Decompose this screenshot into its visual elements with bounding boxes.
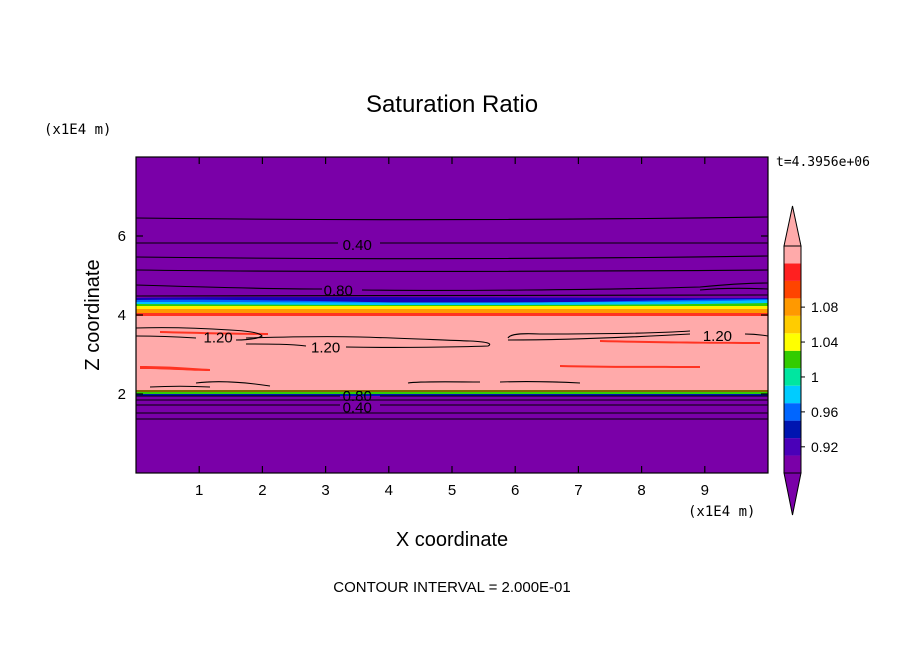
colorbar-segment xyxy=(784,403,801,421)
field-red-streak xyxy=(140,366,210,371)
time-label: t=4.3956e+06 xyxy=(776,155,870,170)
contour-line xyxy=(136,216,768,221)
contour-line xyxy=(699,287,768,291)
y-tick-label: 6 xyxy=(118,228,126,245)
chart-title: Saturation Ratio xyxy=(366,91,538,118)
contour-line xyxy=(136,294,768,297)
contour-line-120 xyxy=(507,330,768,341)
x-unit-label: (x1E4 m) xyxy=(688,504,755,520)
colorbar-level-label: 1.08 xyxy=(811,299,838,315)
field-red-streak xyxy=(560,365,700,368)
colorbar-level-label: 0.92 xyxy=(811,439,838,455)
y-tick-label: 4 xyxy=(118,307,126,324)
field-band-lower-blue xyxy=(136,394,768,396)
colorbar-over-arrow xyxy=(783,205,802,247)
colorbar-level-label: 1 xyxy=(811,369,819,385)
field-band-lower-green xyxy=(136,392,768,394)
colorbar-segment xyxy=(784,280,801,299)
colorbar-segment xyxy=(784,263,801,281)
colorbar-segment xyxy=(784,298,801,316)
colorbar-segment xyxy=(784,385,801,404)
contour-label: 1.20 xyxy=(204,330,233,347)
x-axis-label: X coordinate xyxy=(396,529,508,551)
contour-line xyxy=(407,381,581,384)
plot-area: 0.400.801.201.201.200.800.40 xyxy=(136,157,768,473)
colorbar-segment xyxy=(784,315,801,334)
colorbar-segment xyxy=(784,333,801,351)
y-axis-label: Z coordinate xyxy=(82,259,104,370)
colorbar-segment xyxy=(784,368,801,386)
field-red-streak xyxy=(160,331,268,335)
colorbar-segment xyxy=(784,455,801,473)
x-tick-label: 8 xyxy=(637,482,645,499)
field-red-streak xyxy=(600,340,760,344)
colorbar-level-label: 0.96 xyxy=(811,404,838,420)
x-tick-label: 6 xyxy=(511,482,519,499)
contour-label: 1.20 xyxy=(703,328,732,345)
colorbar-segment xyxy=(784,438,801,456)
contour-line xyxy=(136,255,768,260)
colorbar-segment xyxy=(784,246,801,264)
contour-label: 0.80 xyxy=(324,282,353,299)
colorbar-under-arrow xyxy=(783,472,802,516)
x-tick-label: 2 xyxy=(258,482,266,499)
contour-label: 0.40 xyxy=(343,237,372,254)
contour-label: 0.40 xyxy=(343,400,372,417)
x-tick-label: 4 xyxy=(385,482,393,499)
x-axis: 1 2 3 4 5 6 7 8 9 xyxy=(195,157,709,499)
contour-interval-footer: CONTOUR INTERVAL = 2.000E-01 xyxy=(333,579,570,596)
contour-line-080 xyxy=(136,282,768,291)
colorbar-segment xyxy=(784,420,801,439)
contour-line-120 xyxy=(245,336,491,348)
colorbar-frame xyxy=(783,245,802,474)
colorbar: 0.92 0.96 1 1.04 1.08 xyxy=(783,205,838,516)
contour-line xyxy=(136,381,768,392)
field-band-orange xyxy=(136,309,768,313)
colorbar-level-label: 1.04 xyxy=(811,334,838,350)
x-tick-label: 7 xyxy=(574,482,582,499)
contour-label: 1.20 xyxy=(311,340,340,357)
contour-label: 0.80 xyxy=(343,388,372,405)
field-band-cyan xyxy=(136,300,768,306)
x-tick-label: 3 xyxy=(321,482,329,499)
contour-labels: 0.400.801.201.201.200.800.40 xyxy=(204,237,732,417)
y-tick-label: 2 xyxy=(118,386,126,403)
x-tick-label: 5 xyxy=(448,482,456,499)
y-unit-label: (x1E4 m) xyxy=(44,122,111,138)
x-tick-label: 1 xyxy=(195,482,203,499)
contour-line-120 xyxy=(136,327,263,341)
x-tick-label: 9 xyxy=(701,482,709,499)
colorbar-segment xyxy=(784,350,801,369)
y-axis: 2 4 6 xyxy=(118,228,768,403)
field-band-yellow xyxy=(136,306,768,309)
field-supersaturated-layer xyxy=(136,316,768,392)
contour-line xyxy=(136,269,768,273)
field-band-red xyxy=(136,313,768,317)
